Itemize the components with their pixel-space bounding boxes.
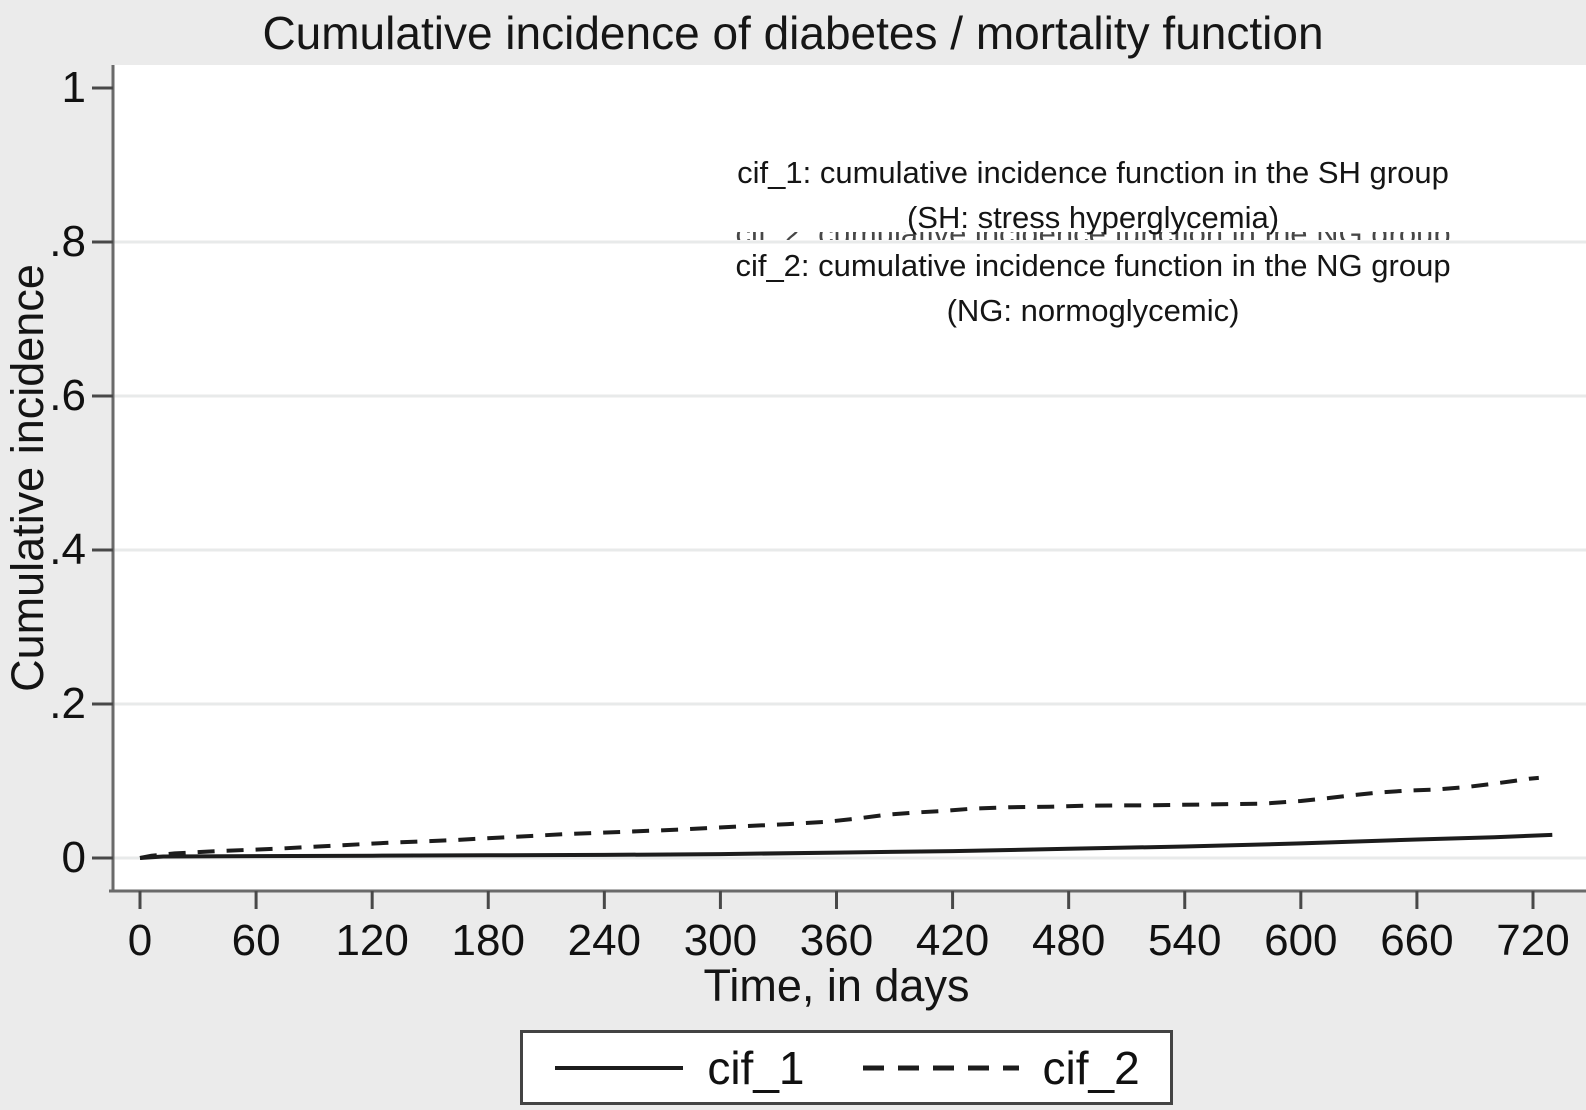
legend: cif_1 cif_2 — [520, 1030, 1173, 1105]
legend-line-dashed-sample — [862, 1065, 1019, 1070]
x-tick-label-540: 540 — [1148, 916, 1222, 965]
x-tick-label-180: 180 — [451, 916, 525, 965]
x-tick-label-480: 480 — [1031, 916, 1106, 965]
annotation-line-3: cif_2: cumulative incidence function in … — [735, 248, 1451, 283]
x-tick-label-300: 300 — [683, 916, 758, 965]
annotation-line-4: (NG: normoglycemic) — [946, 293, 1240, 328]
x-tick-label-60: 60 — [231, 916, 281, 965]
legend-item-cif-2: cif_2 — [861, 1043, 1140, 1093]
annotation-block-cif-2: cif_2: cumulative incidence function in … — [663, 243, 1523, 333]
x-tick-label-420: 420 — [915, 916, 990, 965]
y-axis-title: Cumulative incidence — [2, 264, 53, 692]
x-tick-label-360: 360 — [799, 916, 874, 965]
x-tick-label-720: 720 — [1496, 916, 1570, 965]
x-axis-title: Time, in days — [703, 960, 970, 1011]
legend-label-cif-2: cif_2 — [1042, 1041, 1140, 1094]
annotation-line-2: (SH: stress hyperglycemia) — [906, 200, 1280, 235]
x-tick-label-660: 660 — [1380, 916, 1454, 965]
ghost-text-artifact: cif_2: cumulative incidence function in … — [735, 216, 1451, 251]
legend-label-cif-1: cif_1 — [707, 1041, 805, 1094]
annotation-block-cif-1: cif_1: cumulative incidence function in … — [663, 150, 1523, 240]
annotation-line-1: cif_1: cumulative incidence function in … — [737, 155, 1449, 190]
plot-area — [113, 65, 1586, 891]
legend-line-solid-sample — [555, 1065, 684, 1070]
x-tick-label-240: 240 — [567, 916, 642, 965]
x-tick-label-120: 120 — [335, 916, 409, 965]
chart-title: Cumulative incidence of diabetes / morta… — [262, 7, 1324, 59]
x-tick-label-600: 600 — [1264, 916, 1338, 965]
x-tick-label-0: 0 — [127, 916, 153, 965]
legend-item-cif-1: cif_1 — [553, 1041, 805, 1094]
